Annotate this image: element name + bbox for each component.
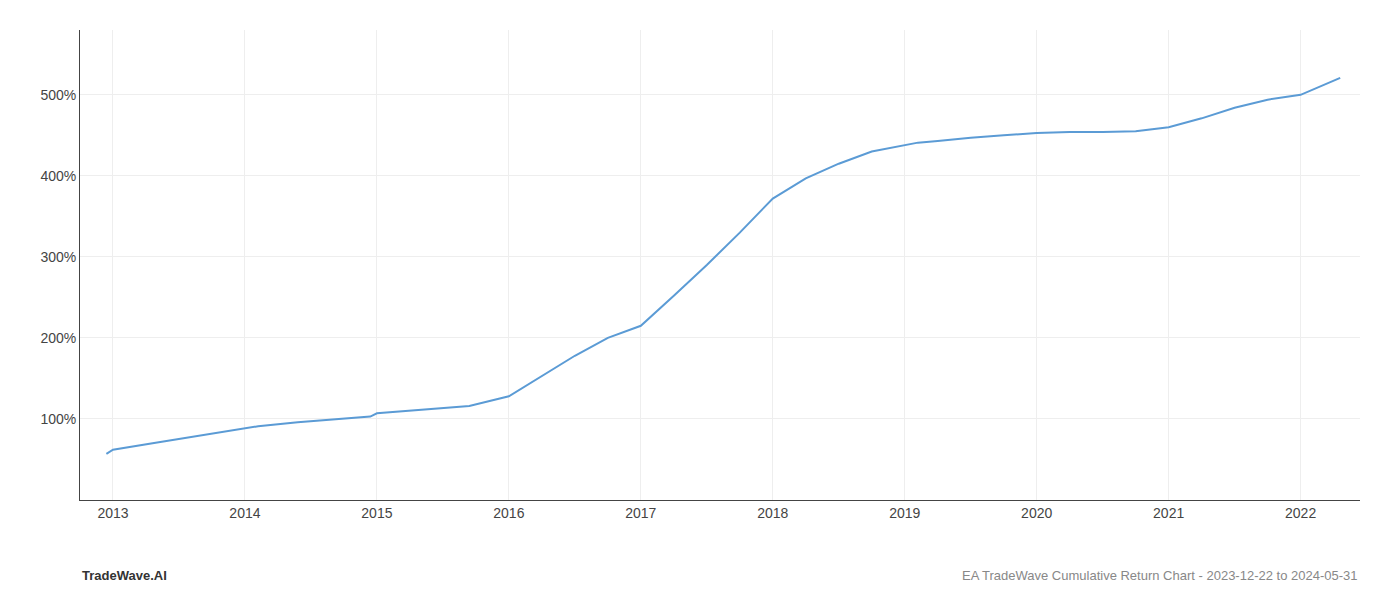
svg-text:2021: 2021 [1153, 505, 1184, 521]
svg-text:2013: 2013 [97, 505, 128, 521]
svg-text:2015: 2015 [361, 505, 392, 521]
svg-text:500%: 500% [40, 87, 76, 103]
svg-text:400%: 400% [40, 168, 76, 184]
svg-text:TradeWave.AI: TradeWave.AI [82, 568, 167, 583]
svg-text:100%: 100% [40, 411, 76, 427]
svg-text:2020: 2020 [1021, 505, 1052, 521]
svg-text:200%: 200% [40, 330, 76, 346]
svg-text:2017: 2017 [625, 505, 656, 521]
svg-text:2022: 2022 [1285, 505, 1316, 521]
svg-text:EA TradeWave Cumulative Return: EA TradeWave Cumulative Return Chart - 2… [962, 568, 1358, 583]
svg-text:2019: 2019 [889, 505, 920, 521]
svg-text:300%: 300% [40, 249, 76, 265]
svg-text:2016: 2016 [493, 505, 524, 521]
svg-text:2018: 2018 [757, 505, 788, 521]
svg-text:2014: 2014 [229, 505, 260, 521]
